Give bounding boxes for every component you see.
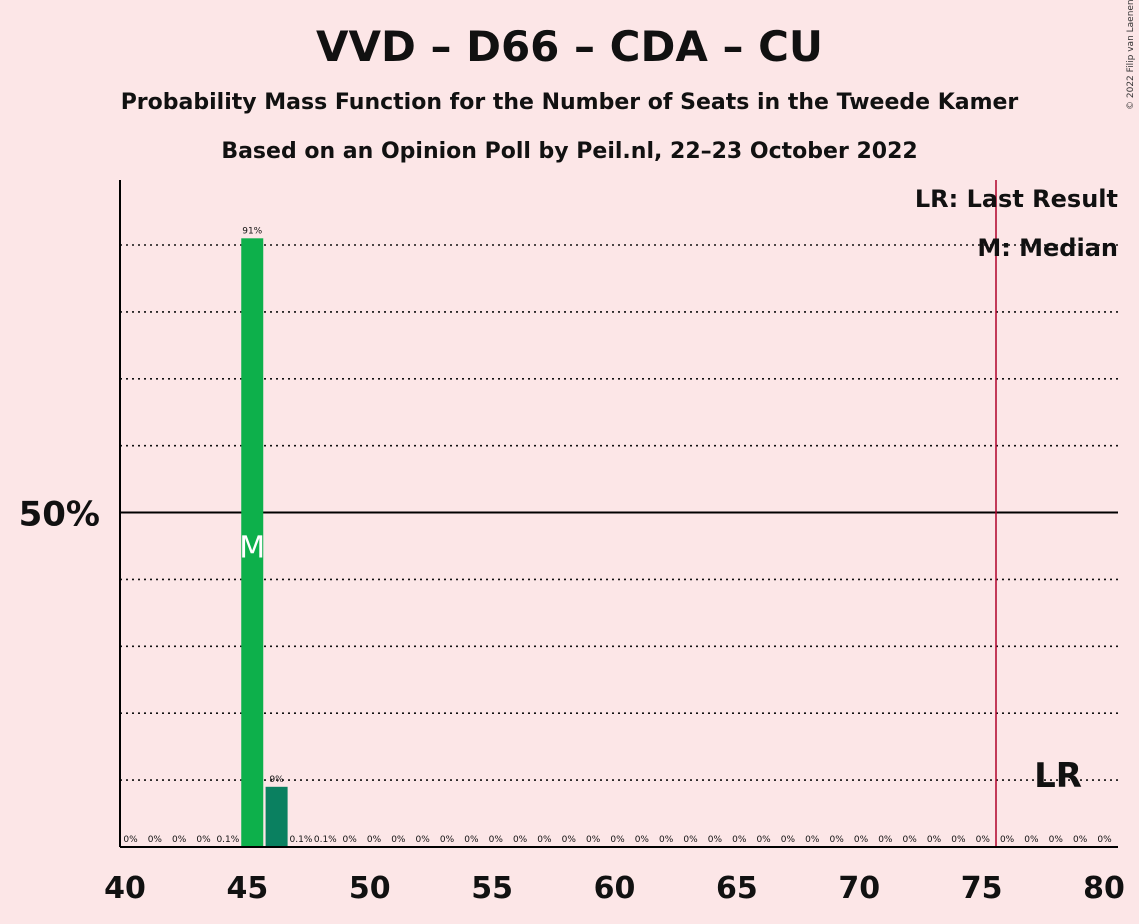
bar-value-label: 0% [391,835,406,845]
x-tick-label: 55 [471,871,513,906]
bar-value-label: 0% [805,835,820,845]
bar-value-label: 0% [683,835,698,845]
chart-source-subtitle: Based on an Opinion Poll by Peil.nl, 22–… [221,139,918,164]
x-tick-label: 60 [594,871,636,906]
bar-value-label: 0% [1097,835,1112,845]
bar-value-label: 0% [610,835,625,845]
bar-value-label: 0% [148,835,163,845]
bar-value-label: 9% [269,775,284,785]
bar-value-label: 0% [951,835,966,845]
bar-value-label: 0% [1024,835,1039,845]
bar-value-label: 0% [464,835,479,845]
bar-value-label: 0% [635,835,650,845]
bar-value-label: 0.1% [314,835,337,845]
y-tick-label: 50% [19,495,100,535]
bar-value-label: 0% [756,835,771,845]
bar-value-label: 0% [1049,835,1064,845]
bar-value-label: 0% [1000,835,1015,845]
bar-value-label: 0% [489,835,504,845]
bar-value-label: 0.1% [216,835,239,845]
bar-value-label: 0% [659,835,674,845]
x-tick-label: 40 [104,871,146,906]
bar-value-label: 0% [878,835,893,845]
bar-value-label: 0% [708,835,723,845]
bar-value-label: 0% [367,835,382,845]
x-tick-label: 65 [716,871,758,906]
bar-value-label: 0% [1073,835,1088,845]
x-tick-label: 45 [227,871,269,906]
bar-value-label: 0% [562,835,577,845]
bar-value-label: 0% [927,835,942,845]
bar-value-label: 0.1% [290,835,313,845]
x-tick-label: 75 [961,871,1003,906]
chart-subtitle: Probability Mass Function for the Number… [120,90,1019,115]
x-tick-label: 70 [838,871,880,906]
legend-median: M: Median [977,234,1118,262]
bar-value-label: 0% [416,835,431,845]
median-marker: M [239,531,265,566]
x-tick-label: 50 [349,871,391,906]
bar-value-label: 0% [172,835,187,845]
bar-value-label: 0% [513,835,528,845]
bar-value-label: 0% [440,835,455,845]
bar-value-label: 91% [242,226,262,236]
bar-value-label: 0% [196,835,211,845]
bar-value-label: 0% [854,835,869,845]
bar-value-label: 0% [537,835,552,845]
bar-value-label: 0% [732,835,747,845]
last-result-marker: LR [1034,756,1082,796]
bar-value-label: 0% [903,835,918,845]
bar-value-label: 0% [123,835,138,845]
bar-value-label: 0% [830,835,845,845]
bar-value-label: 0% [781,835,796,845]
x-tick-label: 80 [1083,871,1125,906]
bar-value-label: 0% [586,835,601,845]
legend-last-result: LR: Last Result [914,185,1118,213]
bar-seat-46 [241,238,264,848]
bar-value-label: 0% [976,835,991,845]
chart-title: VVD – D66 – CDA – CU [315,22,824,71]
bar-seat-47 [265,786,288,847]
bar-value-label: 0% [343,835,358,845]
